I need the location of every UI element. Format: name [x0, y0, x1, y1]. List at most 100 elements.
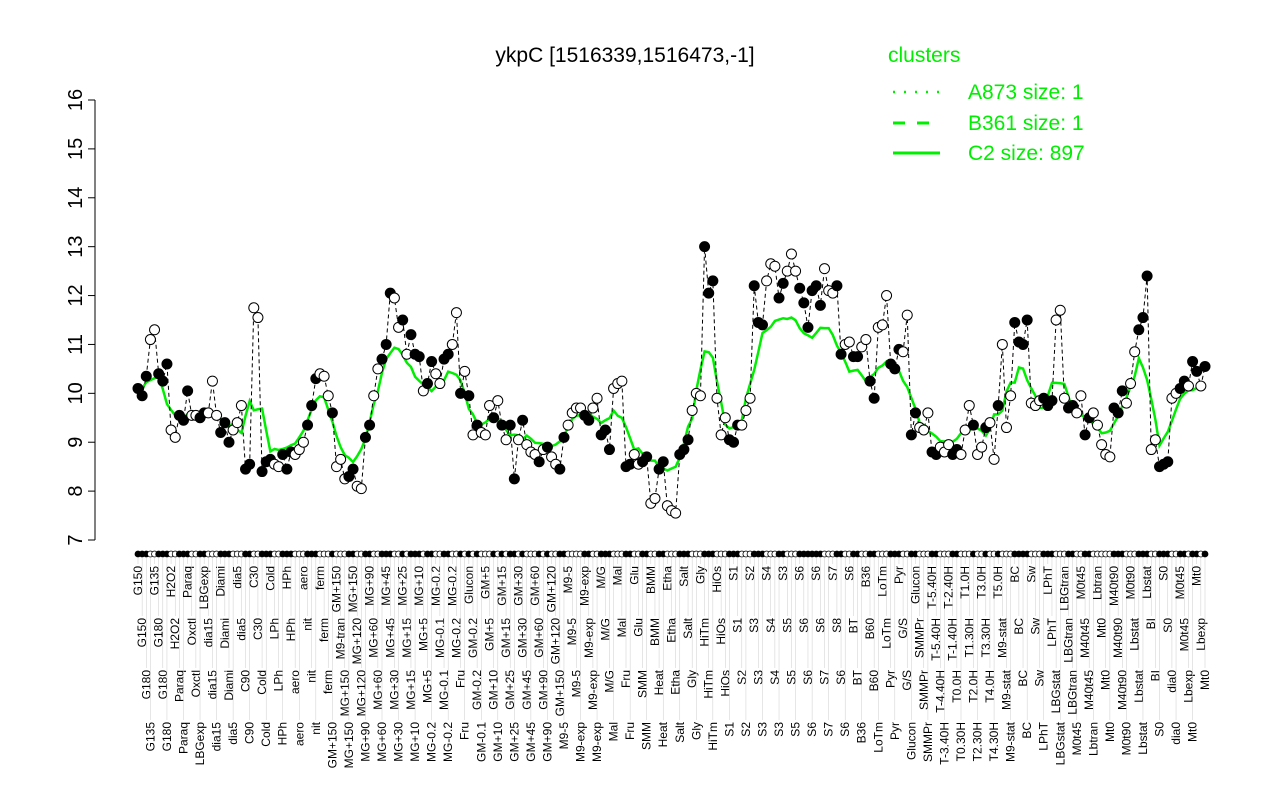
- x-tick-label: M9-tran: [334, 618, 348, 659]
- x-tick-label: SMMPr: [913, 618, 927, 658]
- data-point: [881, 290, 893, 302]
- x-tick-label: G150: [135, 618, 149, 648]
- data-point: [479, 429, 491, 441]
- data-point: [1120, 397, 1132, 409]
- legend-label-b361: B361 size: 1: [968, 112, 1084, 135]
- x-tick-label: M9-5: [557, 722, 571, 750]
- data-point: [1191, 365, 1203, 377]
- data-point: [711, 392, 723, 404]
- data-point: [517, 414, 529, 426]
- x-tick-label: HiTm: [702, 670, 716, 699]
- x-tick-label: S3: [776, 566, 790, 581]
- data-point: [1000, 422, 1012, 434]
- data-point: [1021, 314, 1033, 326]
- x-tick-label: BT: [846, 617, 860, 633]
- data-point: [558, 431, 570, 443]
- x-tick-label: C30: [251, 618, 265, 640]
- data-point: [641, 451, 653, 463]
- x-tick-label: T5.0H: [991, 566, 1005, 599]
- x-tick-label: LoTm: [880, 618, 894, 649]
- data-point: [1096, 439, 1108, 451]
- x-tick-label: S2: [743, 566, 757, 581]
- legend: clusters A873 size: 1 B361 size: 1 C2 si…: [888, 44, 1085, 165]
- x-tick-label: GM+15: [499, 618, 513, 658]
- data-point: [802, 321, 814, 333]
- data-point: [756, 319, 768, 331]
- data-point: [1071, 407, 1083, 419]
- x-tick-label: HPh: [280, 566, 294, 589]
- data-point: [450, 307, 462, 319]
- data-point: [984, 417, 996, 429]
- x-tick-label: LBGexp: [193, 722, 207, 766]
- x-tick-label: G135: [143, 722, 157, 752]
- data-point: [1104, 451, 1116, 463]
- x-tick-label: Heat: [656, 721, 670, 747]
- x-tick-label: ferm: [321, 670, 335, 694]
- x-tick-label: T0.0H: [950, 670, 964, 703]
- x-tick-label: Sw: [1033, 670, 1047, 687]
- x-tick-label: C90: [239, 670, 253, 692]
- x-tick-label: Lbexp: [1194, 618, 1208, 651]
- x-tick-label: Mt0: [1095, 618, 1109, 638]
- data-point: [206, 375, 218, 387]
- x-tick-label: BMM: [644, 566, 658, 594]
- x-tick-label: GM+25: [507, 722, 521, 762]
- x-tick-label: HiOs: [718, 670, 732, 697]
- x-tick-label: GM+5: [483, 618, 497, 651]
- x-tick-label: GM+45: [524, 722, 538, 762]
- data-point: [1125, 378, 1137, 390]
- x-tick-label: S6: [838, 722, 852, 737]
- x-tick-label: LPh: [267, 618, 281, 639]
- data-point: [347, 463, 359, 475]
- x-tick-label: S5: [789, 722, 803, 737]
- data-point: [235, 400, 247, 412]
- y-tick-label: 16: [65, 89, 87, 111]
- x-tick-label: aero: [292, 722, 306, 746]
- x-tick-label: M9-exp: [574, 722, 588, 762]
- x-tick-label: LPhT: [1037, 721, 1051, 750]
- x-tick-label: GM+30: [516, 618, 530, 658]
- x-tick-label: M9-5: [561, 566, 575, 594]
- x-tick-label: Oxctl: [185, 618, 199, 645]
- data-point: [744, 392, 756, 404]
- x-tick-label: M40t90: [1115, 670, 1129, 710]
- x-tick-label: C30: [247, 566, 261, 588]
- x-tick-label: MG+45: [383, 618, 397, 658]
- x-tick-label: S4: [760, 566, 774, 581]
- x-tick-label: M9-stat: [995, 617, 1009, 658]
- x-tick-label: Lbstat: [1140, 565, 1154, 598]
- data-point: [177, 414, 189, 426]
- data-point: [372, 363, 384, 375]
- data-point: [686, 404, 698, 416]
- x-tick-label: MG+30: [392, 722, 406, 762]
- data-point: [1112, 407, 1124, 419]
- data-point: [1129, 346, 1141, 358]
- x-tick-label: M40t90: [1111, 618, 1125, 658]
- data-point: [157, 375, 169, 387]
- x-tick-label: T4.30H: [987, 722, 1001, 761]
- data-point: [943, 439, 955, 451]
- y-tick-label: 11: [65, 334, 87, 355]
- x-tick-label: Glucon: [462, 566, 476, 604]
- data-point: [484, 400, 496, 412]
- x-tick-label: M9-exp: [578, 566, 592, 606]
- data-point: [959, 424, 971, 436]
- data-point: [976, 441, 988, 453]
- data-point: [463, 390, 475, 402]
- data-point: [1145, 444, 1157, 456]
- x-tick-label: GM-0.1: [474, 722, 488, 762]
- data-point: [256, 466, 268, 478]
- x-tick-label: M9-stat: [999, 669, 1013, 710]
- data-point: [169, 431, 181, 443]
- x-tick-label: M40t45: [1078, 618, 1092, 658]
- x-tick-label: GM+120: [545, 566, 559, 613]
- x-tick-label: Gly: [693, 566, 707, 584]
- data-point: [1116, 385, 1128, 397]
- data-point: [860, 334, 872, 346]
- data-point: [136, 390, 148, 402]
- data-point: [910, 407, 922, 419]
- x-tick-label: S6: [797, 618, 811, 633]
- x-tick-label: Oxctl: [189, 670, 203, 697]
- x-tick-label: S8: [830, 618, 844, 633]
- x-tick-label: GM+150: [325, 722, 339, 769]
